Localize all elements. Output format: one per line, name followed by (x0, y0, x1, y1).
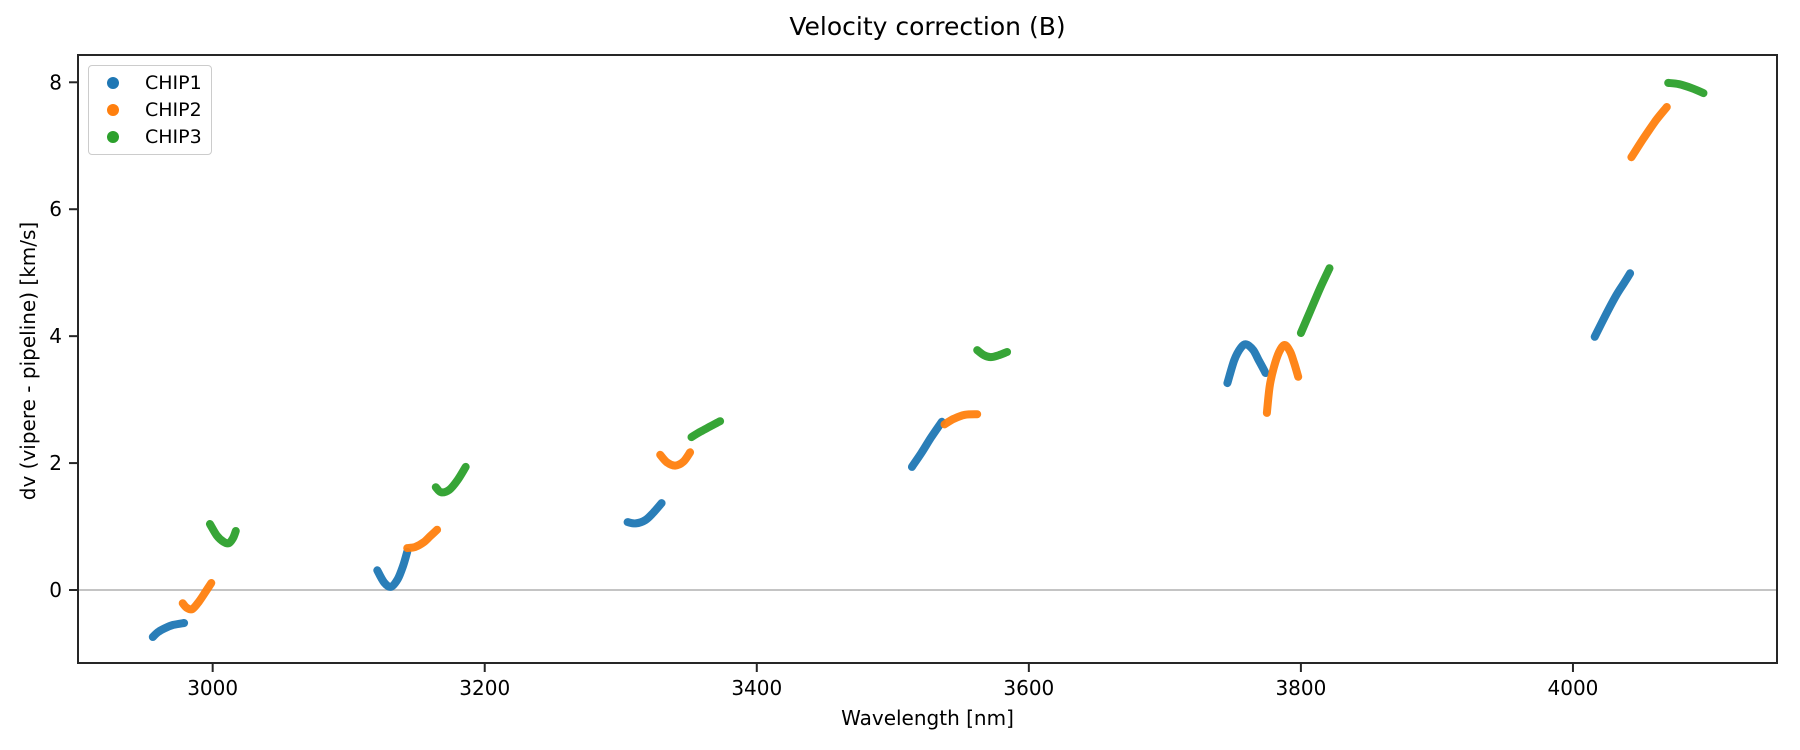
legend-marker-chip3-icon (107, 130, 119, 143)
series-chip2-segment-1 (178, 579, 216, 614)
series-chip1-segment-2 (373, 547, 412, 591)
series-chip3-segment-1 (205, 520, 240, 548)
series-chip2-segment-4 (940, 410, 982, 429)
series-chip1-segment-5 (1223, 340, 1270, 388)
legend-marker-chip2-icon (107, 104, 119, 116)
y-tick-label: 0 (49, 578, 62, 602)
y-tick-label: 4 (49, 324, 62, 348)
y-tick-label: 8 (49, 70, 62, 94)
x-axis-label: Wavelength [nm] (841, 706, 1014, 730)
series-chip3-segment-5 (1296, 264, 1334, 337)
x-tick-label: 3200 (459, 676, 510, 700)
legend: CHIP1 CHIP2 CHIP3 (88, 65, 212, 155)
plot-border (77, 54, 1778, 664)
legend-label-chip3: CHIP3 (145, 125, 202, 148)
series-chip3-segment-2 (431, 462, 470, 497)
legend-label-chip2: CHIP2 (145, 99, 202, 121)
legend-item-chip1: CHIP1 (89, 70, 211, 97)
series-chip1-segment-6 (1590, 269, 1635, 341)
y-tick-label: 6 (49, 197, 62, 221)
legend-item-chip3: CHIP3 (89, 123, 211, 150)
series-chip1-segment-4 (907, 417, 946, 471)
series-chip2-segment-6 (1627, 103, 1671, 162)
legend-marker-chip1-icon (107, 77, 119, 90)
x-tick-label: 3800 (1275, 676, 1326, 700)
y-axis-label: dv (vipere - pipeline) [km/s] (16, 221, 40, 501)
series-chip2-segment-5 (1262, 341, 1303, 417)
x-tick-label: 3400 (731, 676, 782, 700)
legend-item-chip2: CHIP2 (89, 97, 211, 124)
chart-title: Velocity correction (B) (789, 12, 1066, 41)
series-chip1-segment-3 (623, 499, 666, 528)
x-tick-label: 3000 (187, 676, 238, 700)
series-chip1-segment-1 (148, 619, 189, 641)
x-tick-label: 4000 (1548, 676, 1599, 700)
series-chip2-segment-3 (656, 448, 695, 470)
y-tick-label: 2 (49, 451, 62, 475)
series-chip3-segment-4 (973, 346, 1012, 362)
series-chip3-segment-6 (1664, 78, 1708, 98)
series-chip2-segment-2 (403, 525, 442, 553)
x-tick-label: 3600 (1003, 676, 1054, 700)
legend-label-chip1: CHIP1 (145, 72, 202, 95)
series-chip3-segment-3 (687, 417, 725, 442)
